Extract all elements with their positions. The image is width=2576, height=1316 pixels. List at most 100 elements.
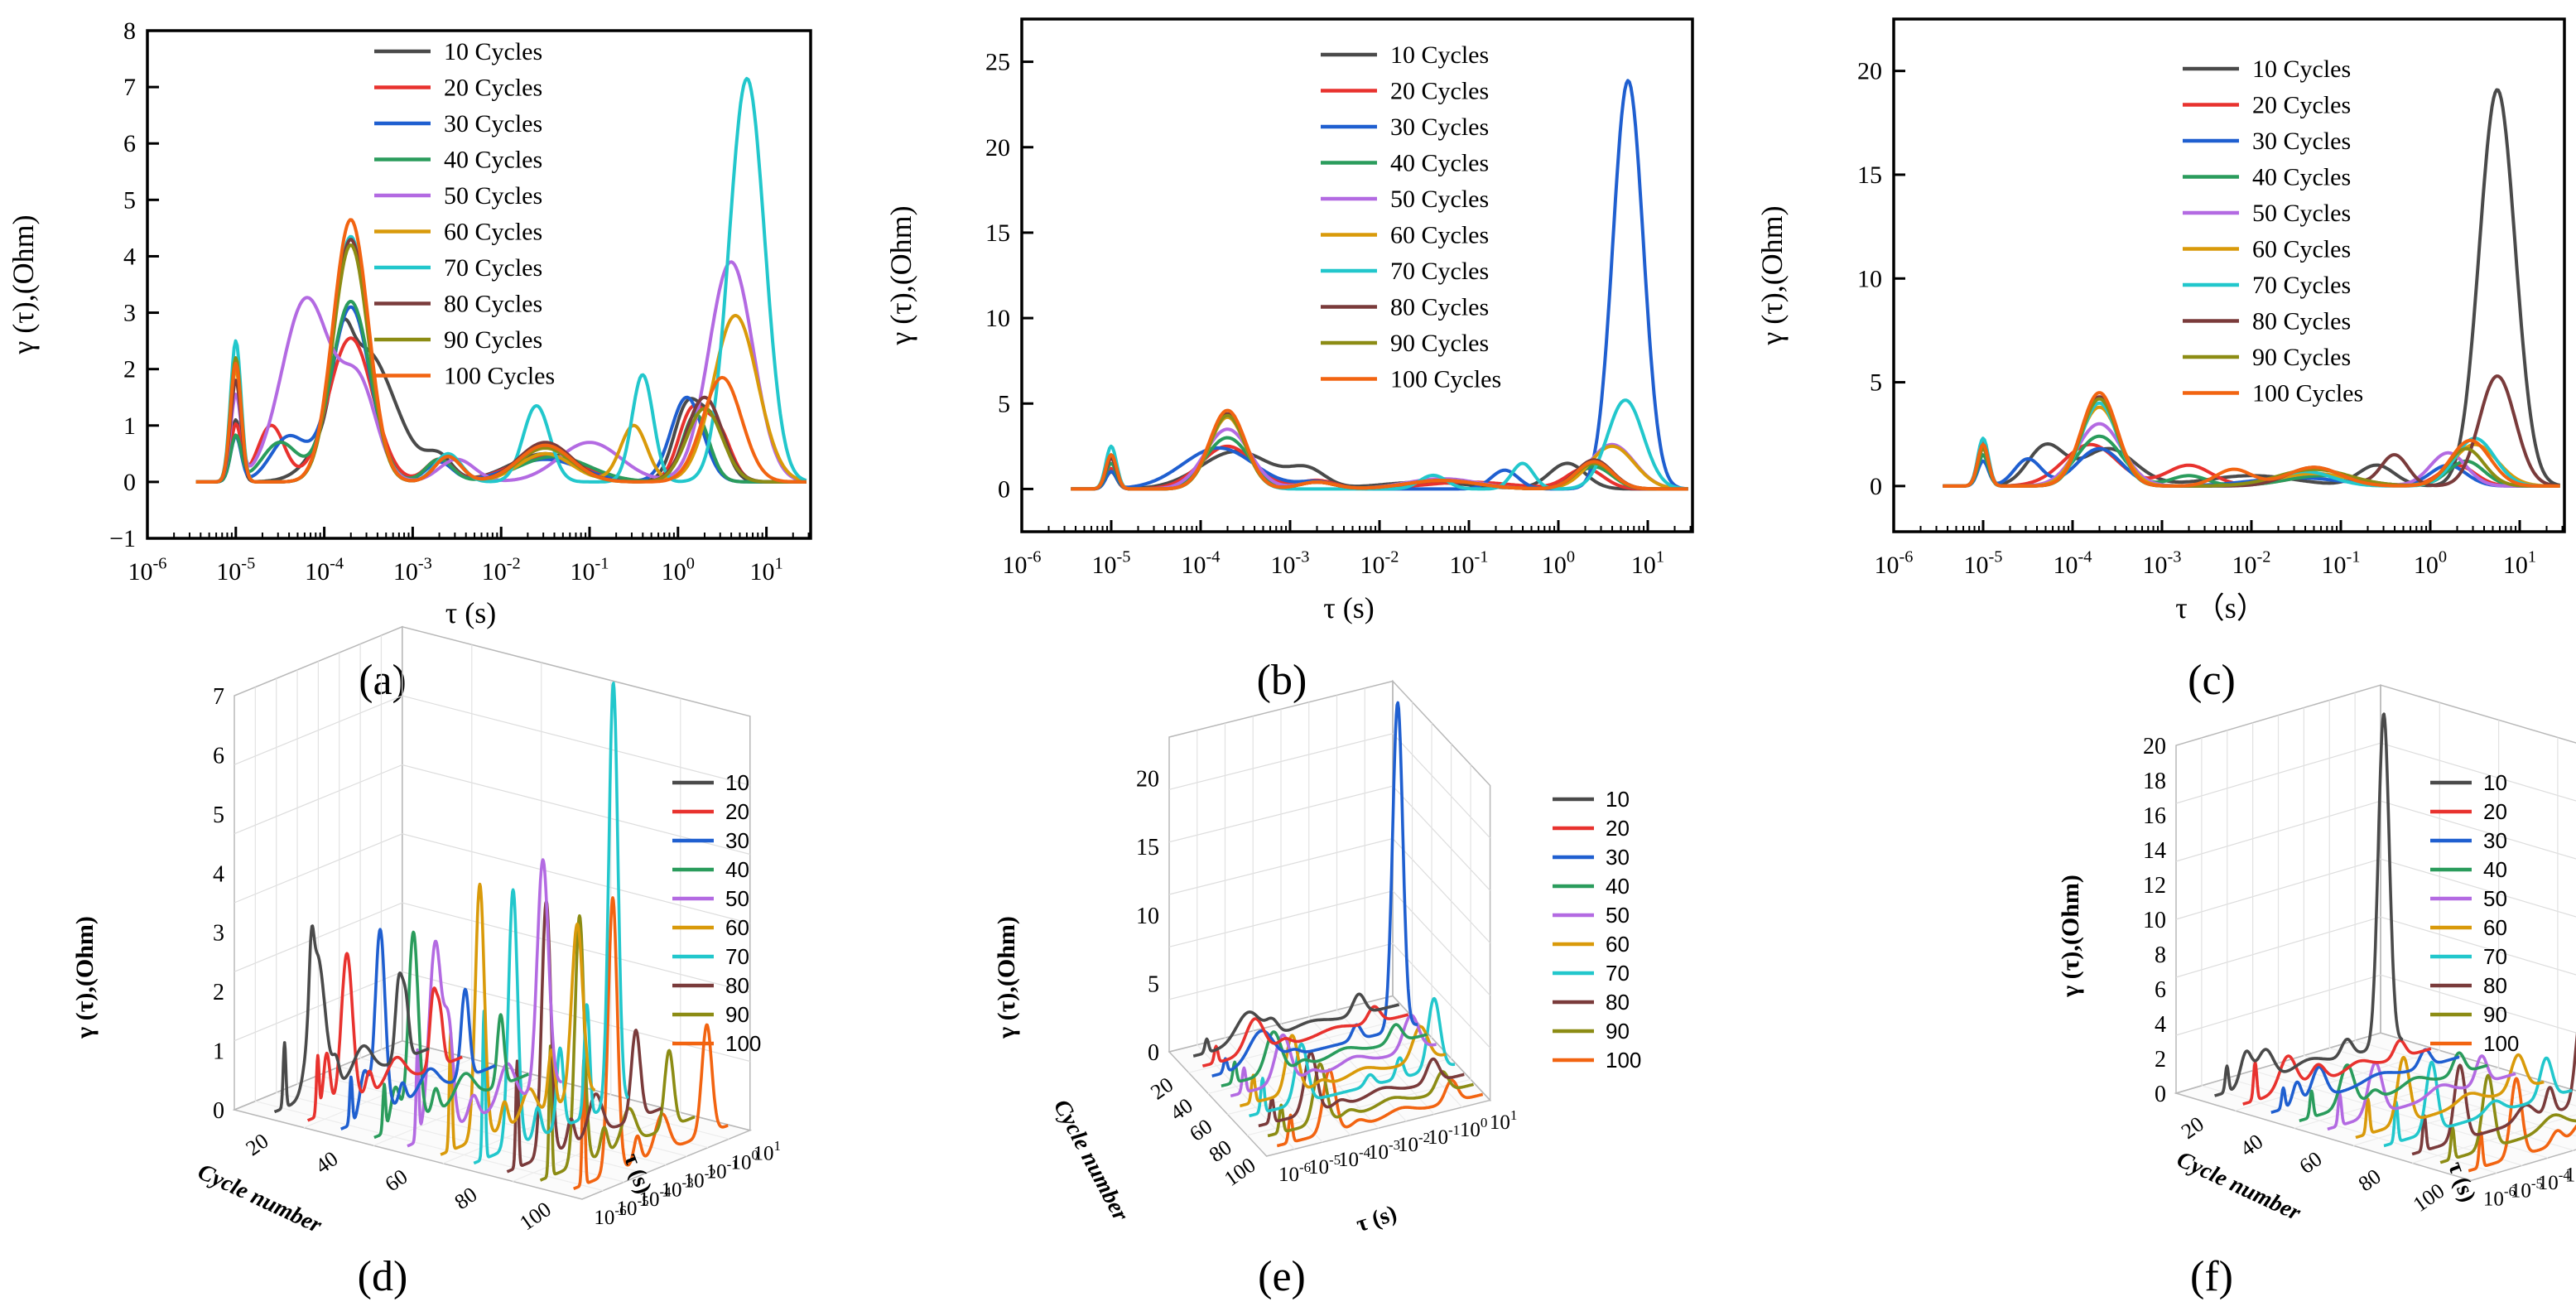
x-tick-label-base: 10 — [2232, 552, 2257, 579]
legend-label: 100 Cycles — [1390, 366, 1501, 393]
legend-label: 80 Cycles — [444, 291, 542, 318]
plot-frame-a — [146, 29, 812, 540]
trace-e-80 — [1258, 1051, 1466, 1128]
y-tick-label: 7 — [123, 74, 136, 101]
grid-line — [2412, 1114, 2576, 1164]
legend3d-label: 20 — [1606, 816, 1630, 841]
tau-tick-label-base: 10 — [706, 1161, 727, 1183]
x-tick-label: 100 — [1542, 548, 1575, 580]
z-axis-title: γ (τ),(Ohm) — [71, 916, 99, 1039]
legend3d-label: 60 — [1606, 932, 1630, 957]
x-tick-label-base: 10 — [749, 558, 774, 586]
panel-label-e: (e) — [1258, 1253, 1306, 1300]
y-tick-label: 15 — [1857, 161, 1882, 189]
legend3d-label: 30 — [2483, 828, 2507, 853]
legend3d-label: 100 — [725, 1031, 761, 1056]
x-tick-label-exponent: -6 — [1028, 548, 1042, 566]
legend3d-label: 60 — [2483, 915, 2507, 940]
legend-label: 30 Cycles — [444, 110, 542, 137]
legend3d-label: 70 — [725, 944, 749, 969]
trace-d-90 — [539, 913, 696, 1182]
y-tick-label: 0 — [123, 469, 136, 496]
legend-label: 20 Cycles — [1390, 78, 1489, 105]
x-tick-label: 100 — [2414, 548, 2447, 580]
grid-line — [2175, 916, 2576, 978]
legend3d-label: 90 — [725, 1002, 749, 1027]
legend3d-label: 10 — [725, 770, 749, 795]
z-tick-label: 20 — [2143, 734, 2166, 759]
y-tick-label: 6 — [123, 130, 136, 157]
x-tick-label-exponent: -4 — [2078, 548, 2092, 566]
legend3d-label: 40 — [1606, 874, 1630, 899]
tau-tick-label-base: 10 — [2511, 1180, 2531, 1203]
x-tick-label: 10-1 — [2322, 548, 2361, 580]
legend-label: 50 Cycles — [2252, 200, 2351, 227]
x-tick-label-base: 10 — [571, 558, 595, 586]
panel-label-f: (f) — [2190, 1253, 2233, 1300]
legend3d-label: 10 — [1606, 787, 1630, 812]
x-tick-label: 101 — [2503, 548, 2536, 580]
x-tick-label-exponent: -2 — [507, 555, 521, 573]
x-tick-label: 10-6 — [1875, 548, 1914, 580]
trace-f-10 — [2213, 712, 2404, 1097]
trace-f-60 — [2355, 1053, 2545, 1140]
trace-d-40 — [373, 930, 530, 1140]
trace-d-30 — [339, 928, 497, 1130]
legend-label: 70 Cycles — [1390, 258, 1489, 285]
z-tick-label: 5 — [1148, 971, 1159, 997]
trace-d-20 — [306, 952, 464, 1122]
x-tick-label-exponent: 0 — [2439, 548, 2447, 566]
x-tick-label: 10-3 — [2143, 548, 2182, 580]
x-axis-title: τ （s） — [2175, 591, 2265, 624]
z-tick-label: 0 — [1148, 1040, 1159, 1066]
z-tick-label: 10 — [2143, 908, 2166, 933]
y-axis-title: γ (τ),(Ohm) — [1755, 205, 1789, 345]
tau-tick-label-base: 10 — [662, 1179, 682, 1202]
legend3d-label: 80 — [725, 973, 749, 998]
tau-tick-label-exponent: -6 — [2504, 1183, 2516, 1199]
x-tick-label-exponent: -6 — [153, 555, 167, 573]
z-tick-label: 3 — [213, 921, 224, 947]
trace-f-70 — [2383, 1056, 2574, 1148]
tau-tick-label-exponent: -6 — [1299, 1159, 1311, 1175]
x-tick-label-base: 10 — [2143, 552, 2168, 579]
z-tick-label: 4 — [2155, 1012, 2166, 1038]
tau-tick-label: 10-2 — [1398, 1130, 1430, 1156]
legend-label: 90 Cycles — [444, 326, 542, 354]
legend3d-label: 100 — [2483, 1031, 2519, 1056]
x-tick-label-base: 10 — [393, 558, 418, 586]
tau-tick-label-base: 10 — [594, 1207, 614, 1229]
y-axis-title: γ (τ),(Ohm) — [7, 215, 40, 354]
x-tick-label-base: 10 — [1360, 552, 1385, 579]
x-tick-label-exponent: -3 — [2168, 548, 2182, 566]
series-line-a-100 — [195, 218, 807, 484]
x-tick-label-exponent: 1 — [2528, 548, 2536, 566]
trace-e-90 — [1267, 1062, 1475, 1138]
tau-tick-label: 10-6 — [1278, 1159, 1311, 1186]
plot-frame-c — [1892, 17, 2566, 533]
legend3d-label: 50 — [725, 886, 749, 911]
trace-d-70 — [473, 682, 630, 1165]
y-tick-label: 5 — [998, 390, 1010, 417]
x-tick-label-base: 10 — [2503, 552, 2528, 579]
tau-tick-label: 100 — [730, 1147, 758, 1174]
tau-tick-label-base: 10 — [2538, 1172, 2559, 1194]
x-tick-label-base: 10 — [1875, 552, 1899, 579]
tau-tick-label-exponent: 1 — [774, 1138, 782, 1154]
tau-tick-label-base: 10 — [1460, 1119, 1481, 1141]
tau-tick-label-exponent: -3 — [1389, 1137, 1400, 1153]
x-tick-label: 10-4 — [305, 555, 344, 586]
tau-tick-label-exponent: -5 — [637, 1193, 648, 1209]
x-tick-label: 10-2 — [2232, 548, 2271, 580]
x-tick-label-exponent: 0 — [1567, 548, 1575, 566]
series-line-b-10 — [1071, 450, 1688, 491]
x-tick-label-base: 10 — [128, 558, 153, 586]
y-tick-label: 3 — [123, 300, 136, 327]
z-tick-label: 4 — [213, 861, 224, 887]
tau-tick-label-base: 10 — [1398, 1134, 1418, 1156]
trace-d-50 — [406, 858, 563, 1148]
trace-f-80 — [2411, 1032, 2576, 1156]
tau-tick-label-base: 10 — [754, 1142, 774, 1164]
x-tick-label-exponent: -6 — [1899, 548, 1914, 566]
z-tick-label: 6 — [213, 743, 224, 769]
